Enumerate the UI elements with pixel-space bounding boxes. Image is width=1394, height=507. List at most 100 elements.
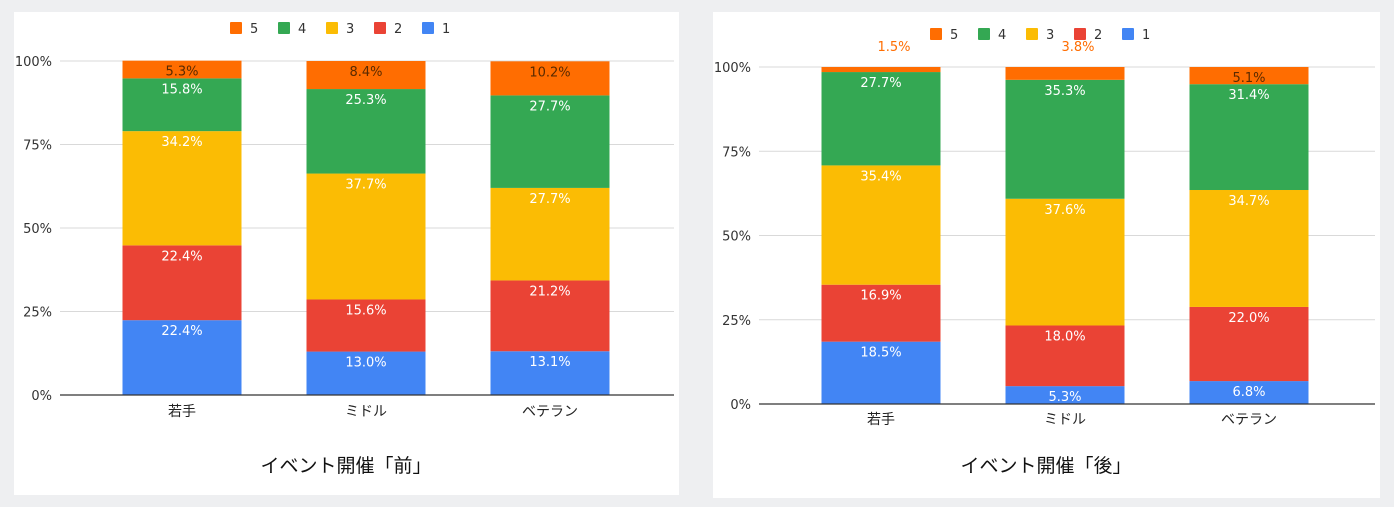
bar-segment bbox=[1189, 190, 1309, 307]
legend-label: 2 bbox=[394, 22, 402, 37]
data-label: 21.2% bbox=[529, 284, 570, 299]
bar-segment bbox=[490, 61, 610, 96]
bar-segment bbox=[122, 131, 242, 246]
bar-segment bbox=[1189, 84, 1309, 191]
data-label: 1.5% bbox=[877, 40, 910, 55]
chart-title: イベント開催「後」 bbox=[960, 455, 1131, 477]
chart-title: イベント開催「前」 bbox=[260, 455, 431, 477]
legend-swatch bbox=[278, 22, 290, 34]
legend-label: 5 bbox=[250, 22, 258, 37]
y-tick-label: 0% bbox=[730, 398, 751, 413]
legend-swatch bbox=[1074, 28, 1086, 40]
y-tick-label: 50% bbox=[722, 230, 751, 245]
bar-segment bbox=[821, 341, 941, 404]
y-tick-label: 100% bbox=[714, 61, 751, 76]
data-label: 6.8% bbox=[1232, 385, 1265, 400]
data-label: 34.7% bbox=[1228, 194, 1269, 209]
x-category-label: ミドル bbox=[1044, 412, 1086, 428]
data-label: 25.3% bbox=[345, 93, 386, 108]
data-label: 35.4% bbox=[860, 169, 901, 184]
y-tick-label: 100% bbox=[15, 55, 52, 70]
bar-segment bbox=[821, 165, 941, 285]
legend-swatch bbox=[374, 22, 386, 34]
legend-swatch bbox=[422, 22, 434, 34]
bar-segment bbox=[1189, 67, 1309, 85]
bar-segment bbox=[122, 245, 242, 321]
x-category-label: ベテラン bbox=[1221, 412, 1277, 428]
bar-segment bbox=[490, 280, 610, 352]
legend-swatch bbox=[230, 22, 242, 34]
legend-swatch bbox=[978, 28, 990, 40]
legend-label: 1 bbox=[442, 22, 450, 37]
data-label: 22.0% bbox=[1228, 311, 1269, 326]
data-label: 37.6% bbox=[1044, 203, 1085, 218]
legend-swatch bbox=[930, 28, 942, 40]
bar-segment bbox=[490, 187, 610, 281]
legend-label: 3 bbox=[1046, 28, 1054, 43]
data-label: 27.7% bbox=[529, 99, 570, 114]
chart-after: 0% 25% 50% 75% 100% 18.5% 16.9% 35.4% 27.7% 1.5% 若… bbox=[714, 28, 1375, 477]
y-tick-label: 25% bbox=[722, 314, 751, 329]
data-label: 22.4% bbox=[161, 249, 202, 264]
bar-segment bbox=[821, 284, 941, 342]
bar-segment bbox=[490, 95, 610, 188]
bar-segment bbox=[1005, 198, 1125, 326]
y-tick-label: 75% bbox=[722, 145, 751, 160]
legend-label: 1 bbox=[1142, 28, 1150, 43]
legend-swatch bbox=[1026, 28, 1038, 40]
data-label: 5.1% bbox=[1232, 71, 1265, 86]
x-category-label: 若手 bbox=[867, 412, 895, 428]
data-label: 16.9% bbox=[860, 289, 901, 304]
bar-segment bbox=[306, 61, 426, 90]
data-label: 37.7% bbox=[345, 178, 386, 193]
legend-label: 3 bbox=[346, 22, 354, 37]
x-category-label: ベテラン bbox=[522, 404, 578, 420]
data-label: 15.6% bbox=[345, 303, 386, 318]
y-tick-label: 50% bbox=[23, 222, 52, 237]
bar-segment bbox=[821, 72, 941, 166]
legend-label: 4 bbox=[998, 28, 1006, 43]
chart-panel-after: 0% 25% 50% 75% 100% 18.5% 16.9% 35.4% 27.7% 1.5% 若… bbox=[713, 12, 1380, 498]
data-label: 15.8% bbox=[161, 82, 202, 97]
bar-segment bbox=[1005, 325, 1125, 387]
x-category-label: 若手 bbox=[168, 404, 196, 420]
bar-segment bbox=[306, 299, 426, 352]
bar-segment bbox=[1005, 67, 1125, 80]
bar-segment bbox=[1189, 306, 1309, 382]
y-tick-label: 75% bbox=[23, 139, 52, 154]
bar-segment bbox=[821, 67, 941, 73]
data-label: 5.3% bbox=[1048, 390, 1081, 405]
data-label: 18.0% bbox=[1044, 329, 1085, 344]
y-tick-label: 25% bbox=[23, 306, 52, 321]
data-label: 34.2% bbox=[161, 135, 202, 150]
data-label: 35.3% bbox=[1044, 84, 1085, 99]
data-label: 27.7% bbox=[860, 76, 901, 91]
data-label: 22.4% bbox=[161, 324, 202, 339]
chart-before: 0% 25% 50% 75% 100% 22.4% 22.4% 34.2% 15.8% 5.3% 若… bbox=[15, 22, 674, 477]
data-label: 13.0% bbox=[345, 356, 386, 371]
legend-label: 2 bbox=[1094, 28, 1102, 43]
bar-segment bbox=[1005, 386, 1125, 404]
x-category-label: ミドル bbox=[345, 404, 387, 420]
bar-segment bbox=[122, 60, 242, 79]
legend-swatch bbox=[1122, 28, 1134, 40]
data-label: 10.2% bbox=[529, 65, 570, 80]
bar-segment bbox=[1005, 79, 1125, 199]
bar-segment bbox=[490, 351, 610, 395]
bar-segment bbox=[306, 173, 426, 300]
bar-segment bbox=[122, 320, 242, 395]
legend-swatch bbox=[326, 22, 338, 34]
data-label: 8.4% bbox=[349, 65, 382, 80]
bar-segment bbox=[306, 89, 426, 174]
legend-label: 5 bbox=[950, 28, 958, 43]
data-label: 3.8% bbox=[1061, 40, 1094, 55]
legend-label: 4 bbox=[298, 22, 306, 37]
data-label: 31.4% bbox=[1228, 88, 1269, 103]
bar-segment bbox=[122, 78, 242, 132]
bar-segment bbox=[306, 351, 426, 395]
bar-segment bbox=[1189, 381, 1309, 404]
data-label: 5.3% bbox=[165, 65, 198, 80]
data-label: 18.5% bbox=[860, 346, 901, 361]
data-label: 13.1% bbox=[529, 355, 570, 370]
chart-panel-before: 0% 25% 50% 75% 100% 22.4% 22.4% 34.2% 15.8% 5.3% 若… bbox=[14, 12, 679, 495]
